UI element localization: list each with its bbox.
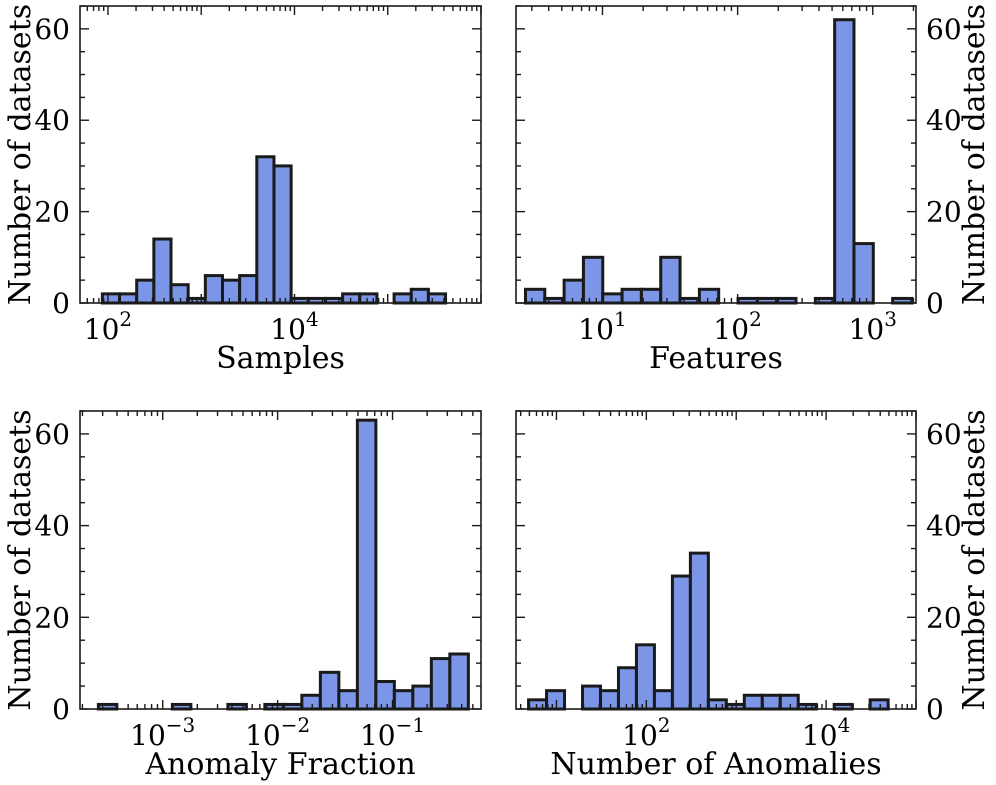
plot-frame: [79, 410, 482, 710]
histogram-bar: [652, 689, 674, 711]
y-tick-label: 40: [34, 104, 70, 137]
histogram-bar: [601, 292, 624, 305]
histogram-bar: [620, 287, 643, 305]
histogram-bar: [409, 287, 430, 305]
y-tick-label: 0: [52, 287, 70, 320]
histogram-bar: [429, 657, 452, 711]
histogram-bar: [300, 693, 322, 711]
histogram-bar: [100, 292, 122, 305]
x-tick-label: 10−3: [130, 713, 195, 752]
histogram-bar: [659, 255, 682, 305]
histogram-bar: [778, 693, 800, 711]
plot-frame: [515, 410, 917, 710]
x-tick-label: 103: [849, 307, 897, 346]
x-axis-label: Samples: [216, 341, 345, 376]
x-tick-label: 10−2: [245, 713, 310, 752]
x-tick-label: 104: [270, 307, 318, 346]
histogram-bar: [833, 18, 856, 305]
y-tick-label: 60: [926, 418, 962, 451]
histogram-bar: [135, 278, 156, 305]
x-tick-label: 102: [622, 713, 670, 752]
histogram-bar: [337, 689, 359, 711]
histogram-bar: [868, 698, 890, 711]
y-tick-label: 20: [34, 196, 70, 229]
histogram-bar: [742, 693, 764, 711]
y-tick-label: 20: [926, 601, 962, 634]
y-tick-label: 60: [926, 13, 962, 46]
y-tick-label: 0: [926, 287, 944, 320]
x-tick-label: 101: [578, 307, 626, 346]
histogram-bar: [852, 242, 875, 305]
histogram-bar: [706, 698, 728, 711]
histogram-bar: [697, 287, 721, 305]
histogram-bar: [527, 698, 549, 711]
y-tick-label: 40: [34, 510, 70, 543]
histogram-bar: [634, 643, 656, 711]
y-tick-label: 40: [926, 510, 962, 543]
histogram-bar: [760, 693, 782, 711]
x-tick-label: 104: [802, 713, 850, 752]
histogram-bar: [118, 292, 139, 305]
panel-features: 0 20 40 60 101 102 103 Features Number of datase…: [515, 4, 992, 376]
histogram-bar: [581, 684, 603, 711]
y-axis-label: Number of datasets: [3, 409, 38, 710]
histogram-bar: [355, 418, 378, 711]
histogram-bar: [220, 278, 242, 305]
y-axis-label: Number of datasets: [3, 4, 38, 305]
histogram-bar: [581, 255, 605, 305]
histogram-bar: [411, 684, 433, 711]
histogram-bar: [255, 155, 276, 305]
histogram-bar: [688, 551, 710, 711]
x-axis-label: Anomaly Fraction: [144, 747, 415, 782]
histogram-bar: [545, 689, 567, 711]
histogram-bar: [392, 689, 415, 711]
histogram-bar: [598, 689, 620, 711]
histogram-bar: [203, 274, 224, 305]
x-tick-label: 102: [84, 307, 132, 346]
histogram-bar: [152, 237, 173, 305]
histogram-bar: [272, 164, 293, 305]
x-axis-label: Features: [649, 341, 783, 376]
histogram-bar: [639, 287, 663, 305]
x-tick-label: 10−1: [360, 713, 425, 752]
histogram-bar: [562, 278, 585, 305]
histogram-bar: [616, 666, 638, 711]
y-tick-label: 20: [34, 601, 70, 634]
histogram-bar: [670, 574, 692, 711]
y-tick-label: 20: [926, 196, 962, 229]
histogram-bar: [523, 287, 547, 305]
histogram-bar: [448, 652, 470, 711]
y-tick-label: 60: [34, 13, 70, 46]
x-axis-label: Number of Anomalies: [550, 747, 881, 782]
histogram-bar: [318, 670, 341, 711]
y-tick-label: 60: [34, 418, 70, 451]
y-tick-label: 0: [52, 693, 70, 726]
y-axis-label: Number of datasets: [957, 4, 992, 305]
histogram-bar: [358, 292, 379, 305]
histogram-bar: [392, 292, 413, 305]
x-tick-label: 102: [713, 307, 761, 346]
histogram-bar: [238, 274, 259, 305]
y-tick-label: 0: [926, 693, 944, 726]
y-tick-label: 40: [926, 104, 962, 137]
histogram-bar: [374, 679, 396, 711]
histogram-bar: [426, 292, 448, 305]
y-axis-label: Number of datasets: [957, 409, 992, 710]
